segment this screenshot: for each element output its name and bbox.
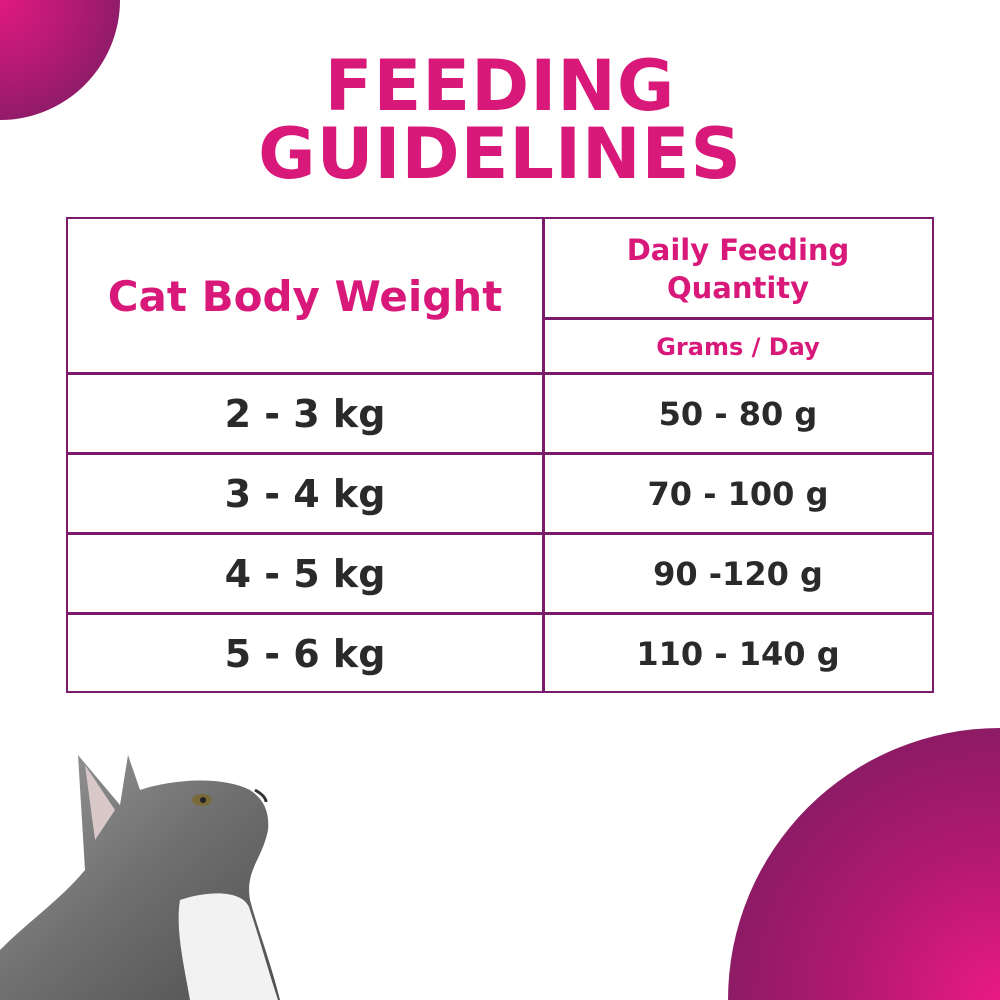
row-weight: 4 - 5 kg	[224, 552, 386, 596]
row-divider	[68, 452, 932, 455]
row-divider	[68, 372, 932, 375]
header-weight: Cat Body Weight	[107, 272, 503, 321]
row-quantity: 50 - 80 g	[658, 395, 818, 433]
row-weight: 3 - 4 kg	[224, 472, 386, 516]
row-weight: 2 - 3 kg	[224, 392, 386, 436]
subheader-divider	[544, 317, 932, 320]
row-weight: 5 - 6 kg	[224, 632, 386, 676]
row-quantity: 110 - 140 g	[636, 635, 840, 673]
decorative-circle-bottom-right	[728, 728, 1000, 1000]
page-title: FEEDING GUIDELINES	[0, 45, 1000, 195]
row-quantity: 90 -120 g	[653, 555, 823, 593]
kitten-image	[0, 755, 280, 1000]
column-divider	[542, 219, 545, 691]
feeding-table: Cat Body Weight Daily Feeding Quantity G…	[66, 217, 934, 693]
title-line-1: FEEDING	[324, 45, 676, 127]
row-quantity: 70 - 100 g	[647, 475, 829, 513]
header-quantity: Daily Feeding Quantity	[544, 219, 932, 319]
row-divider	[68, 612, 932, 615]
title-line-2: GUIDELINES	[258, 113, 742, 195]
header-unit: Grams / Day	[656, 332, 820, 361]
row-divider	[68, 532, 932, 535]
header-quantity-text: Daily Feeding Quantity	[626, 233, 850, 305]
